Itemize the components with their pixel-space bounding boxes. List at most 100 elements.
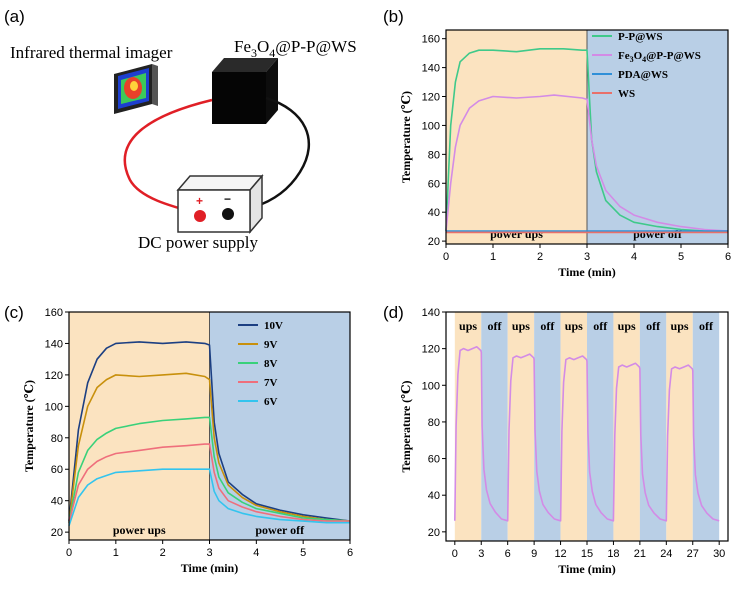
- legend-label: WS: [618, 88, 635, 100]
- y-tick-label: 60: [428, 178, 440, 190]
- y-tick-label: 60: [428, 454, 440, 466]
- panel-a-label: (a): [4, 7, 25, 26]
- cycle-off-label: off: [646, 319, 661, 333]
- x-tick-label: 3: [206, 547, 212, 559]
- series-line-9v: [68, 372, 351, 523]
- y-tick-label: 100: [45, 401, 63, 413]
- chart-c: power ups power off 0 1 2 3 4 5 6 20 40 60 80 100 120 1…: [22, 307, 353, 575]
- series-line-7v: [68, 443, 350, 523]
- y-axis-title: Temperature (℃): [399, 380, 413, 472]
- x-tick-label: 1: [490, 251, 496, 263]
- y-tick-label: 40: [51, 496, 63, 508]
- panel-c: (c) power ups power off 0 1 2 3 4 5 6 20 40 60 80 100…: [4, 303, 353, 575]
- x-tick-label: 5: [678, 251, 684, 263]
- y-tick-label: 140: [422, 63, 440, 75]
- red-wire: [123, 98, 213, 216]
- region-power-off: [587, 312, 614, 541]
- y-axis-title: Temperature (℃): [399, 91, 413, 183]
- series-line-fe3o4-p-p-ws: [445, 94, 729, 232]
- y-tick-label: 100: [422, 120, 440, 132]
- y-tick-label: 120: [45, 370, 63, 382]
- y-tick-label: 20: [428, 527, 440, 539]
- y-tick-label: 140: [45, 338, 63, 350]
- x-tick-label: 9: [531, 548, 537, 560]
- y-tick-label: 120: [422, 344, 440, 356]
- x-tick-label: 30: [713, 548, 725, 560]
- cycle-off-label: off: [699, 319, 714, 333]
- legend-label-part: Fe: [618, 50, 630, 62]
- legend-label: 7V: [264, 377, 278, 389]
- cycle-on-label: ups: [459, 319, 477, 333]
- legend-label-part: 4: [642, 55, 646, 64]
- legend-label-part: 3: [630, 55, 634, 64]
- region-power-ups: [446, 30, 587, 244]
- y-tick-label: 60: [51, 464, 63, 476]
- y-tick-label: 40: [428, 490, 440, 502]
- panel-c-label: (c): [4, 303, 24, 322]
- region-power-off: [481, 312, 508, 541]
- cycle-off-label: off: [487, 319, 502, 333]
- x-tick-label: 0: [66, 547, 72, 559]
- x-tick-label: 1: [113, 547, 119, 559]
- y-tick-label: 40: [428, 207, 440, 219]
- y-tick-label: 80: [51, 433, 63, 445]
- series-line-6v: [68, 468, 350, 527]
- legend-label: P-P@WS: [618, 31, 662, 43]
- legend-label-part: O: [634, 50, 643, 62]
- x-tick-label: 2: [537, 251, 543, 263]
- y-tick-label: 160: [422, 34, 440, 46]
- x-tick-label: 4: [253, 547, 259, 559]
- region-power-ups: [666, 312, 693, 541]
- region-label: power ups: [490, 227, 543, 241]
- y-tick-label: 140: [422, 307, 440, 319]
- region-label: power ups: [113, 523, 166, 537]
- x-tick-label: 5: [300, 547, 306, 559]
- panel-d-label: (d): [383, 303, 404, 322]
- series-line-cycling: [454, 345, 720, 522]
- x-tick-label: 18: [607, 548, 619, 560]
- sample-label: Fe3O4@P-P@WS: [234, 37, 357, 60]
- x-tick-label: 24: [660, 548, 672, 560]
- x-tick-label: 2: [160, 547, 166, 559]
- x-tick-label: 21: [634, 548, 646, 560]
- region-power-off: [692, 312, 720, 541]
- y-tick-label: 80: [428, 149, 440, 161]
- cycle-on-label: ups: [671, 319, 689, 333]
- dc-power-box: + −: [176, 173, 264, 235]
- plus-sign: +: [196, 194, 203, 208]
- region-power-off: [534, 312, 561, 541]
- y-tick-label: 100: [422, 380, 440, 392]
- legend-label: 6V: [264, 396, 278, 408]
- legend-label: Fe3O4@P-P@WS: [618, 50, 701, 64]
- legend-label: 9V: [264, 339, 278, 351]
- legend-label: PDA@WS: [618, 69, 668, 81]
- x-tick-label: 0: [443, 251, 449, 263]
- y-tick-label: 80: [428, 417, 440, 429]
- panel-b-label: (b): [383, 7, 404, 26]
- x-axis-title: Time (min): [181, 561, 238, 575]
- minus-sign: −: [224, 192, 231, 206]
- cycle-on-label: ups: [618, 319, 636, 333]
- x-tick-label: 6: [725, 251, 731, 263]
- cycle-on-label: ups: [512, 319, 530, 333]
- power-supply-label: DC power supply: [138, 233, 258, 252]
- region-power-ups: [507, 312, 535, 541]
- region-power-off: [209, 312, 350, 540]
- y-axis-title: Temperature (℃): [22, 380, 36, 472]
- negative-terminal-icon: [222, 208, 234, 220]
- cycle-off-label: off: [540, 319, 555, 333]
- legend-label: 10V: [264, 320, 283, 332]
- sample-cube-icon: [212, 58, 278, 124]
- series-line-8v: [68, 416, 351, 523]
- y-tick-label: 120: [422, 92, 440, 104]
- legend-label: 8V: [264, 358, 278, 370]
- y-tick-label: 20: [51, 527, 63, 539]
- region-power-ups: [560, 312, 587, 541]
- region-label: power off: [255, 523, 305, 537]
- cycle-on-label: ups: [565, 319, 583, 333]
- x-tick-label: 3: [584, 251, 590, 263]
